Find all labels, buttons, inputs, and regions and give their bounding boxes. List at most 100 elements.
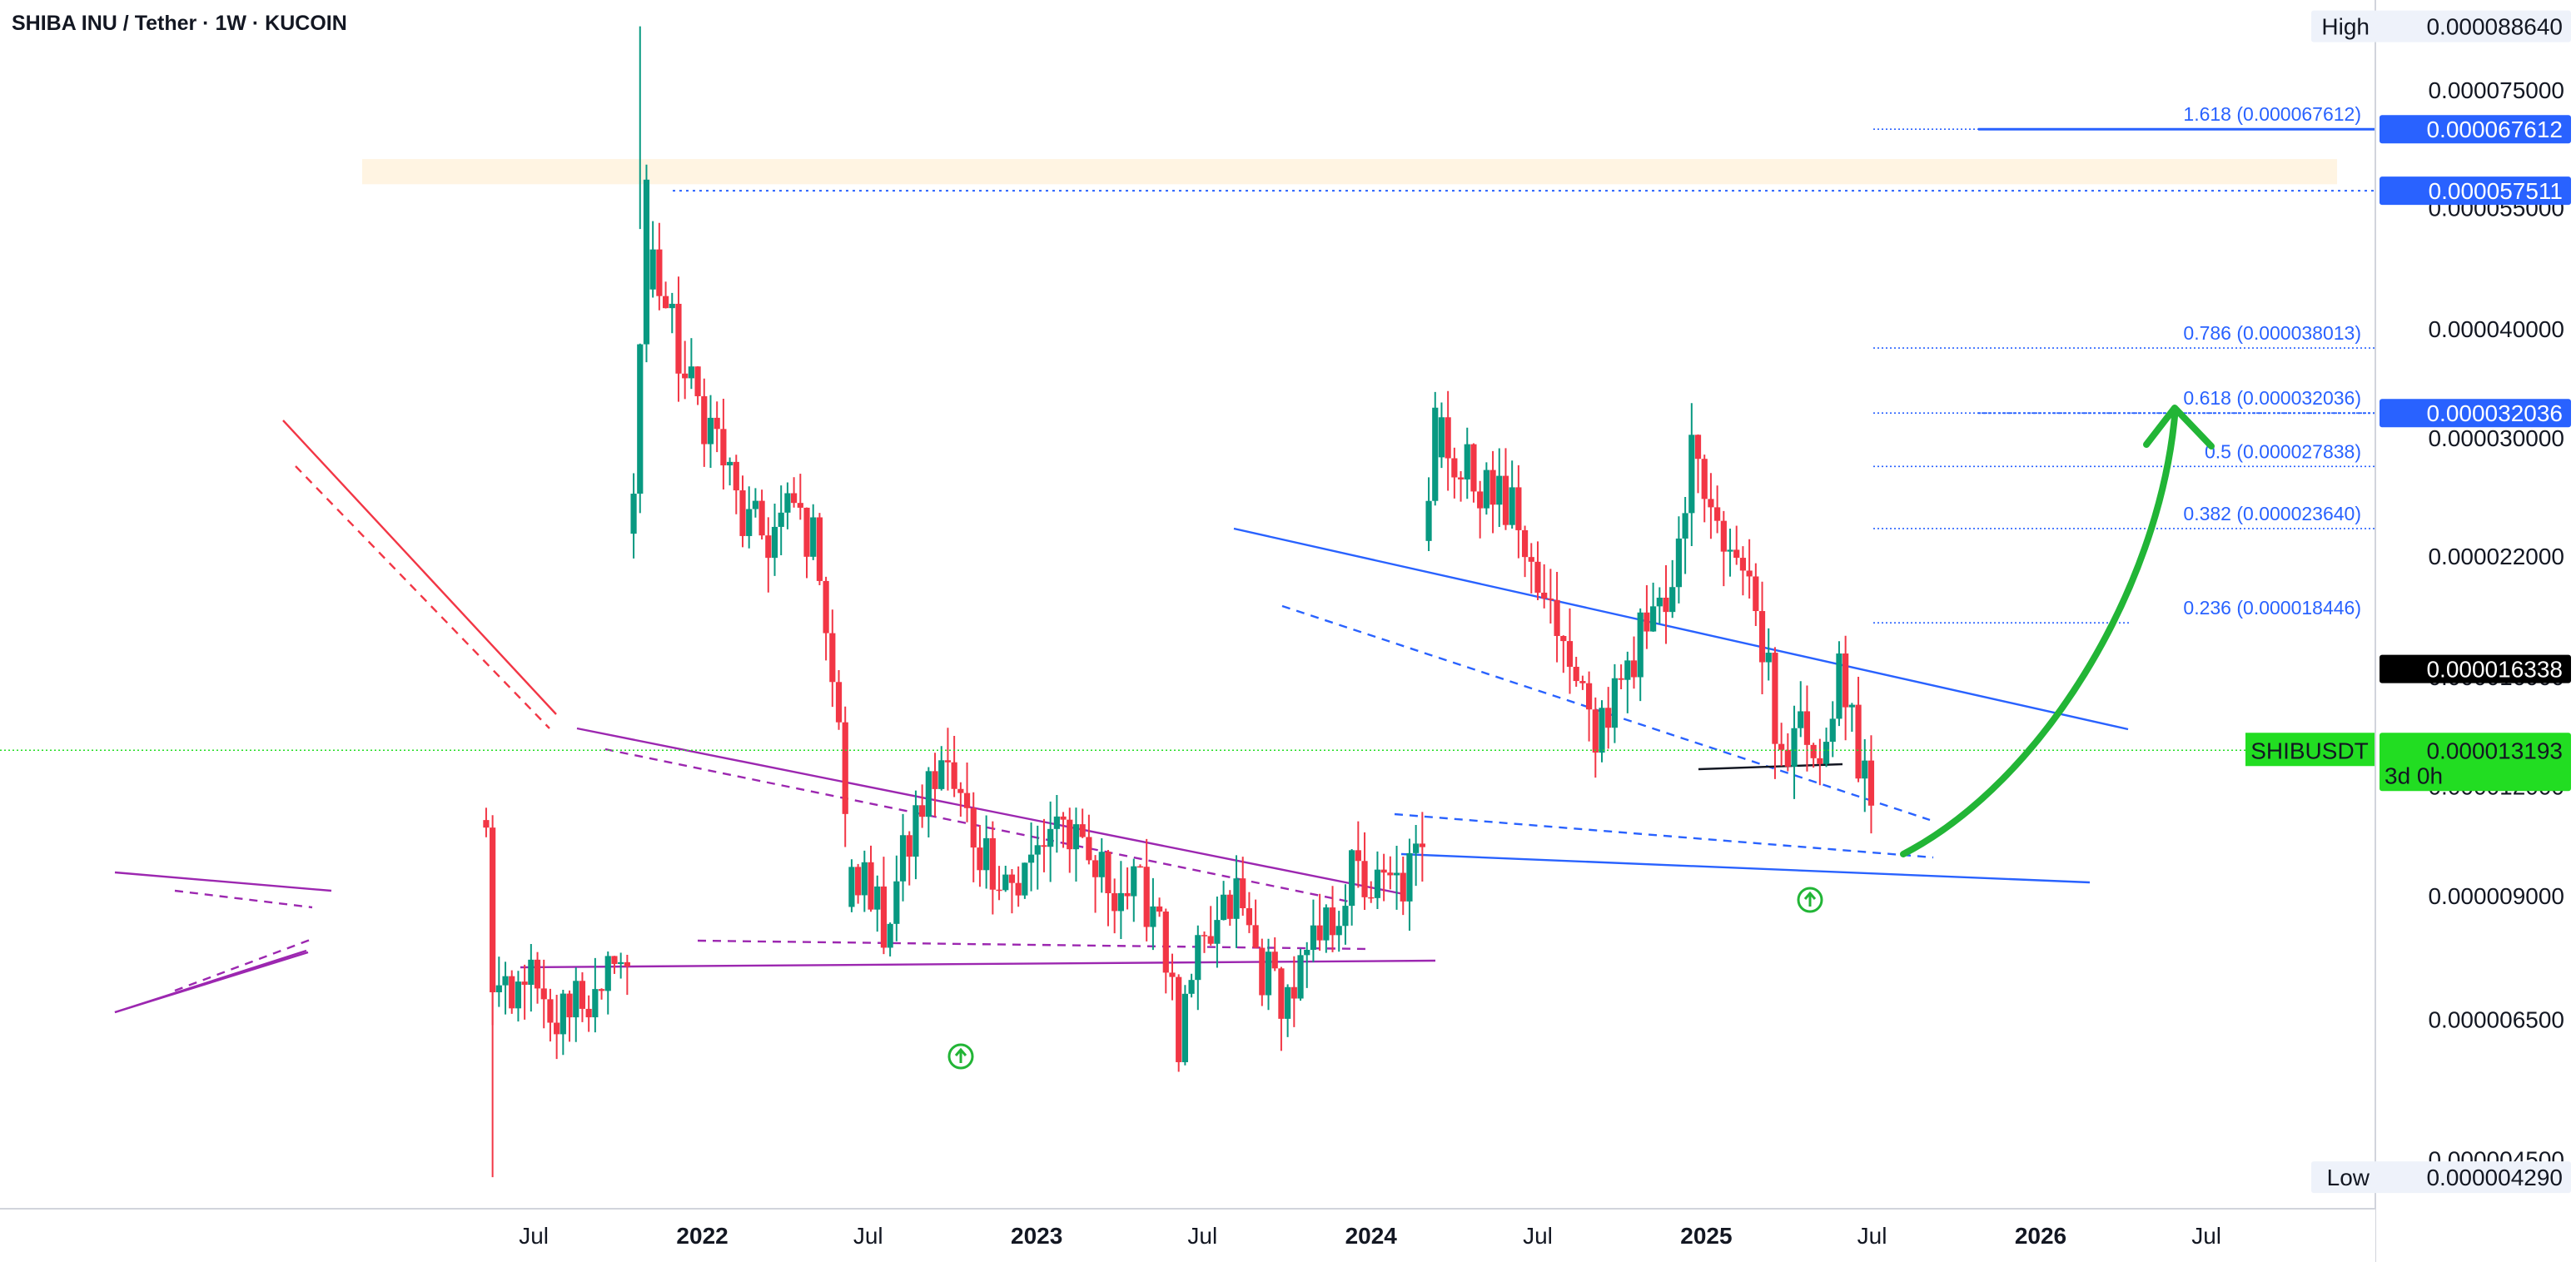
candle — [1027, 822, 1035, 892]
candle — [694, 365, 701, 405]
candle — [1188, 973, 1195, 998]
candle — [791, 477, 798, 508]
candle-body — [778, 512, 784, 527]
candle-body — [714, 417, 720, 430]
candles-layer — [483, 26, 1875, 1178]
candle — [1278, 966, 1285, 1051]
price-badge[interactable]: 0.000032036 — [2380, 399, 2571, 428]
price-badge[interactable]: 0.000016338 — [2380, 654, 2571, 683]
candle — [1605, 687, 1612, 749]
candle — [1368, 881, 1375, 903]
candle — [1246, 892, 1253, 933]
candle-body — [983, 837, 990, 871]
fib-layer: 1,558%944%676%4.618 (0.000174340)3.618 (… — [673, 0, 2375, 624]
downtrend-2022-line — [282, 420, 557, 715]
candle-body — [559, 993, 566, 1035]
buy-signal-marker — [1797, 887, 1823, 913]
candle — [1169, 953, 1176, 1001]
candle-body — [1470, 444, 1477, 492]
candle — [1181, 985, 1188, 1066]
candle — [1675, 516, 1683, 604]
candle-body — [1207, 936, 1214, 944]
candle-body — [726, 461, 734, 466]
candle-body — [733, 461, 739, 491]
y-tick-label: 0.000006500 — [2428, 1006, 2564, 1032]
candle — [848, 859, 855, 912]
fib-level-label: 1.618 (0.000067612) — [2183, 103, 2361, 125]
candle-body — [1092, 860, 1099, 877]
candle-body — [1765, 653, 1772, 663]
candle-body — [682, 373, 689, 379]
candle-body — [1053, 816, 1060, 829]
candle — [1823, 728, 1830, 768]
candle — [495, 956, 502, 1007]
candle-body — [1630, 660, 1638, 678]
candle-body — [1496, 475, 1503, 505]
x-tick-label: Jul — [853, 1223, 883, 1249]
candle-body — [1502, 475, 1509, 525]
candle-body — [1374, 869, 1381, 898]
candle — [963, 762, 971, 822]
candle — [1848, 703, 1855, 733]
candle-body — [1675, 538, 1683, 588]
candle — [566, 990, 573, 1042]
candle — [604, 951, 611, 1015]
candle — [1053, 794, 1060, 853]
candle-body — [1027, 854, 1035, 863]
candle-body — [515, 981, 522, 1009]
candle-body — [1419, 843, 1425, 847]
candle — [1156, 897, 1163, 917]
candle — [1509, 460, 1515, 529]
candle-body — [707, 417, 714, 445]
candle — [1688, 403, 1695, 547]
candle-body — [1252, 925, 1259, 948]
low-marker[interactable]: Low 0.000004290 — [2311, 1161, 2571, 1194]
price-badge[interactable]: 0.000057511 — [2380, 176, 2571, 206]
candle — [1784, 733, 1791, 772]
symbol-badge-text: SHIBUSDT — [2250, 738, 2369, 763]
candle-body — [1727, 549, 1733, 552]
candle-body — [848, 867, 855, 907]
projection-arrow-head — [2143, 405, 2215, 450]
candle — [842, 706, 848, 847]
candle-body — [688, 366, 694, 379]
candle — [554, 994, 560, 1060]
candle-body — [1098, 852, 1105, 877]
candle — [1483, 462, 1489, 515]
high-marker[interactable]: High 0.000088640 — [2311, 10, 2571, 42]
candle — [1002, 865, 1009, 892]
y-tick-label: 0.000030000 — [2428, 425, 2564, 451]
current-price-value: 0.000013193 — [2426, 738, 2563, 763]
candle — [797, 474, 803, 520]
candle-body — [1041, 845, 1047, 847]
candle-body — [1285, 986, 1291, 1019]
candle — [1817, 738, 1823, 786]
candle — [1746, 539, 1753, 599]
candle — [515, 971, 522, 1022]
candle-body — [1829, 718, 1836, 743]
candle — [1015, 866, 1022, 907]
candle — [983, 815, 990, 889]
candle — [861, 850, 868, 912]
candle-body — [1798, 711, 1804, 728]
candle — [1072, 807, 1080, 882]
candle-body — [1554, 599, 1560, 636]
candle-body — [803, 507, 810, 557]
y-tick-label: 0.000022000 — [2428, 544, 2564, 569]
candle-body — [1413, 843, 1420, 853]
candle — [996, 866, 1002, 901]
candle-body — [1803, 711, 1811, 745]
candle-body — [495, 985, 502, 992]
candle — [1214, 897, 1221, 968]
candle — [880, 857, 888, 955]
candle-body — [1515, 487, 1522, 530]
candle-body — [1278, 968, 1285, 1019]
candle — [1067, 807, 1073, 873]
price-badge[interactable]: 0.000067612 — [2380, 115, 2571, 144]
candle-body — [816, 517, 823, 581]
candle-body — [758, 500, 765, 536]
x-tick-label: Jul — [2191, 1223, 2221, 1249]
y-tick-label: 0.000075000 — [2428, 77, 2564, 103]
